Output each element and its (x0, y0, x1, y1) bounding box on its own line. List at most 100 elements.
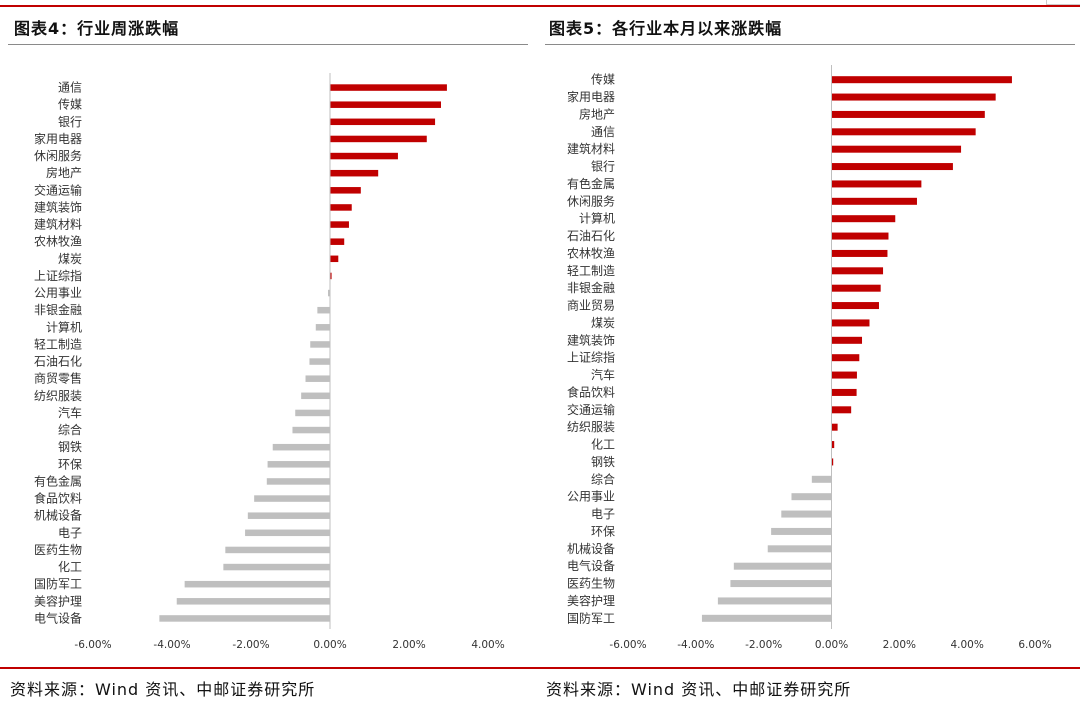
left-category-label: 公用事业 (34, 286, 82, 300)
left-x-tick-label: -6.00% (74, 639, 111, 651)
left-category-label: 国防军工 (34, 576, 82, 591)
left-category-label: 休闲服务 (34, 148, 82, 163)
right-category-label: 有色金属 (567, 176, 615, 191)
left-category-label: 传媒 (58, 97, 82, 112)
left-source-note: 资料来源：Wind 资讯、中邮证券研究所 (10, 680, 316, 699)
right-category-label: 商业贸易 (567, 298, 615, 313)
right-bar-10 (831, 232, 889, 240)
right-category-label: 计算机 (579, 211, 615, 226)
left-x-tick-label: -4.00% (153, 639, 190, 651)
right-bar-27 (771, 527, 832, 535)
left-category-label: 交通运输 (34, 182, 82, 197)
left-bar-3 (330, 118, 436, 126)
right-bar-13 (831, 284, 881, 292)
right-category-label: 美容护理 (567, 593, 615, 608)
left-category-label: 纺织服装 (34, 389, 82, 403)
left-bar-32 (159, 615, 330, 622)
right-category-label: 非银金融 (567, 280, 615, 295)
right-x-tick-label: -4.00% (677, 639, 714, 651)
right-category-label: 钢铁 (591, 455, 615, 469)
left-figure-title: 图表4：行业周涨跌幅 (14, 19, 180, 38)
right-x-tick-label: -2.00% (745, 639, 782, 651)
right-x-tick-label: -6.00% (609, 639, 646, 651)
left-category-label: 化工 (58, 560, 82, 574)
right-category-label: 房地产 (579, 106, 615, 121)
right-bar-30 (730, 580, 832, 588)
right-bar-14 (831, 302, 879, 310)
left-bar-2 (330, 101, 441, 108)
right-category-label: 家用电器 (567, 89, 615, 104)
left-category-label: 机械设备 (34, 508, 82, 523)
right-bar-18 (831, 371, 857, 379)
right-bar-24 (811, 475, 832, 483)
left-bar-10 (330, 238, 345, 245)
right-category-label: 轻工制造 (567, 264, 615, 278)
right-category-label: 建筑材料 (567, 141, 615, 156)
right-title-rule (545, 44, 1075, 45)
footer-rule (0, 667, 1080, 669)
left-title-rule (8, 44, 528, 45)
left-category-label: 家用电器 (34, 131, 82, 146)
left-x-tick-label: -2.00% (232, 639, 269, 651)
left-bar-12 (330, 272, 332, 280)
left-category-label: 钢铁 (58, 440, 82, 454)
right-x-tick-label: 4.00% (950, 639, 983, 651)
right-bar-15 (831, 319, 870, 327)
right-bar-28 (767, 545, 832, 553)
left-bar-16 (310, 341, 330, 348)
right-category-label: 上证综指 (567, 350, 615, 365)
left-bar-13 (328, 289, 330, 297)
left-category-label: 银行 (58, 115, 82, 129)
right-x-tick-label: 0.00% (815, 639, 848, 651)
right-category-label: 石油石化 (567, 229, 615, 243)
right-bar-12 (831, 267, 884, 275)
right-bar-25 (791, 493, 832, 501)
left-category-label: 电气设备 (34, 610, 82, 625)
left-bar-1 (330, 84, 447, 91)
right-bar-4 (831, 128, 976, 136)
left-bar-24 (266, 478, 330, 485)
right-category-label: 交通运输 (567, 402, 615, 417)
right-category-label: 传媒 (591, 72, 615, 87)
left-bar-4 (330, 135, 427, 143)
right-bar-22 (831, 441, 835, 449)
left-bar-27 (245, 529, 330, 537)
right-bar-29 (733, 562, 832, 570)
right-bar-23 (831, 458, 834, 466)
right-bar-11 (831, 249, 888, 257)
right-bar-8 (831, 197, 917, 205)
right-category-label: 汽车 (591, 367, 615, 382)
left-category-label: 煤炭 (58, 252, 82, 266)
right-bar-3 (831, 110, 985, 118)
left-bar-30 (184, 580, 330, 588)
right-bar-32 (701, 614, 832, 622)
right-category-label: 银行 (591, 160, 615, 174)
right-category-label: 综合 (591, 471, 615, 486)
right-category-label: 食品饮料 (567, 384, 615, 399)
left-category-label: 通信 (58, 81, 82, 95)
left-bar-5 (330, 152, 398, 160)
left-category-label: 医药生物 (34, 543, 82, 557)
left-category-label: 建筑材料 (34, 217, 82, 232)
left-category-label: 美容护理 (34, 593, 82, 608)
right-category-label: 农林牧渔 (567, 246, 615, 260)
right-bar-20 (831, 406, 852, 414)
left-bar-15 (315, 324, 330, 331)
left-bar-26 (247, 512, 330, 519)
right-bar-17 (831, 354, 860, 362)
left-category-label: 轻工制造 (34, 337, 82, 351)
left-category-label: 农林牧渔 (34, 235, 82, 249)
right-figure-title: 图表5：各行业本月以来涨跌幅 (549, 19, 783, 38)
left-category-label: 食品饮料 (34, 491, 82, 506)
left-bar-6 (330, 169, 379, 177)
weekly-change-bar-chart: 通信传媒银行家用电器休闲服务房地产交通运输建筑装饰建筑材料农林牧渔煤炭上证综指公… (34, 73, 505, 651)
left-category-label: 建筑装饰 (34, 199, 82, 214)
right-category-label: 休闲服务 (567, 193, 615, 208)
right-category-label: 环保 (591, 524, 615, 538)
left-bar-25 (254, 495, 330, 502)
right-x-tick-label: 2.00% (883, 639, 916, 651)
left-bar-28 (225, 546, 330, 554)
right-bar-9 (831, 215, 896, 223)
right-category-label: 机械设备 (567, 541, 615, 556)
right-bar-16 (831, 336, 863, 344)
